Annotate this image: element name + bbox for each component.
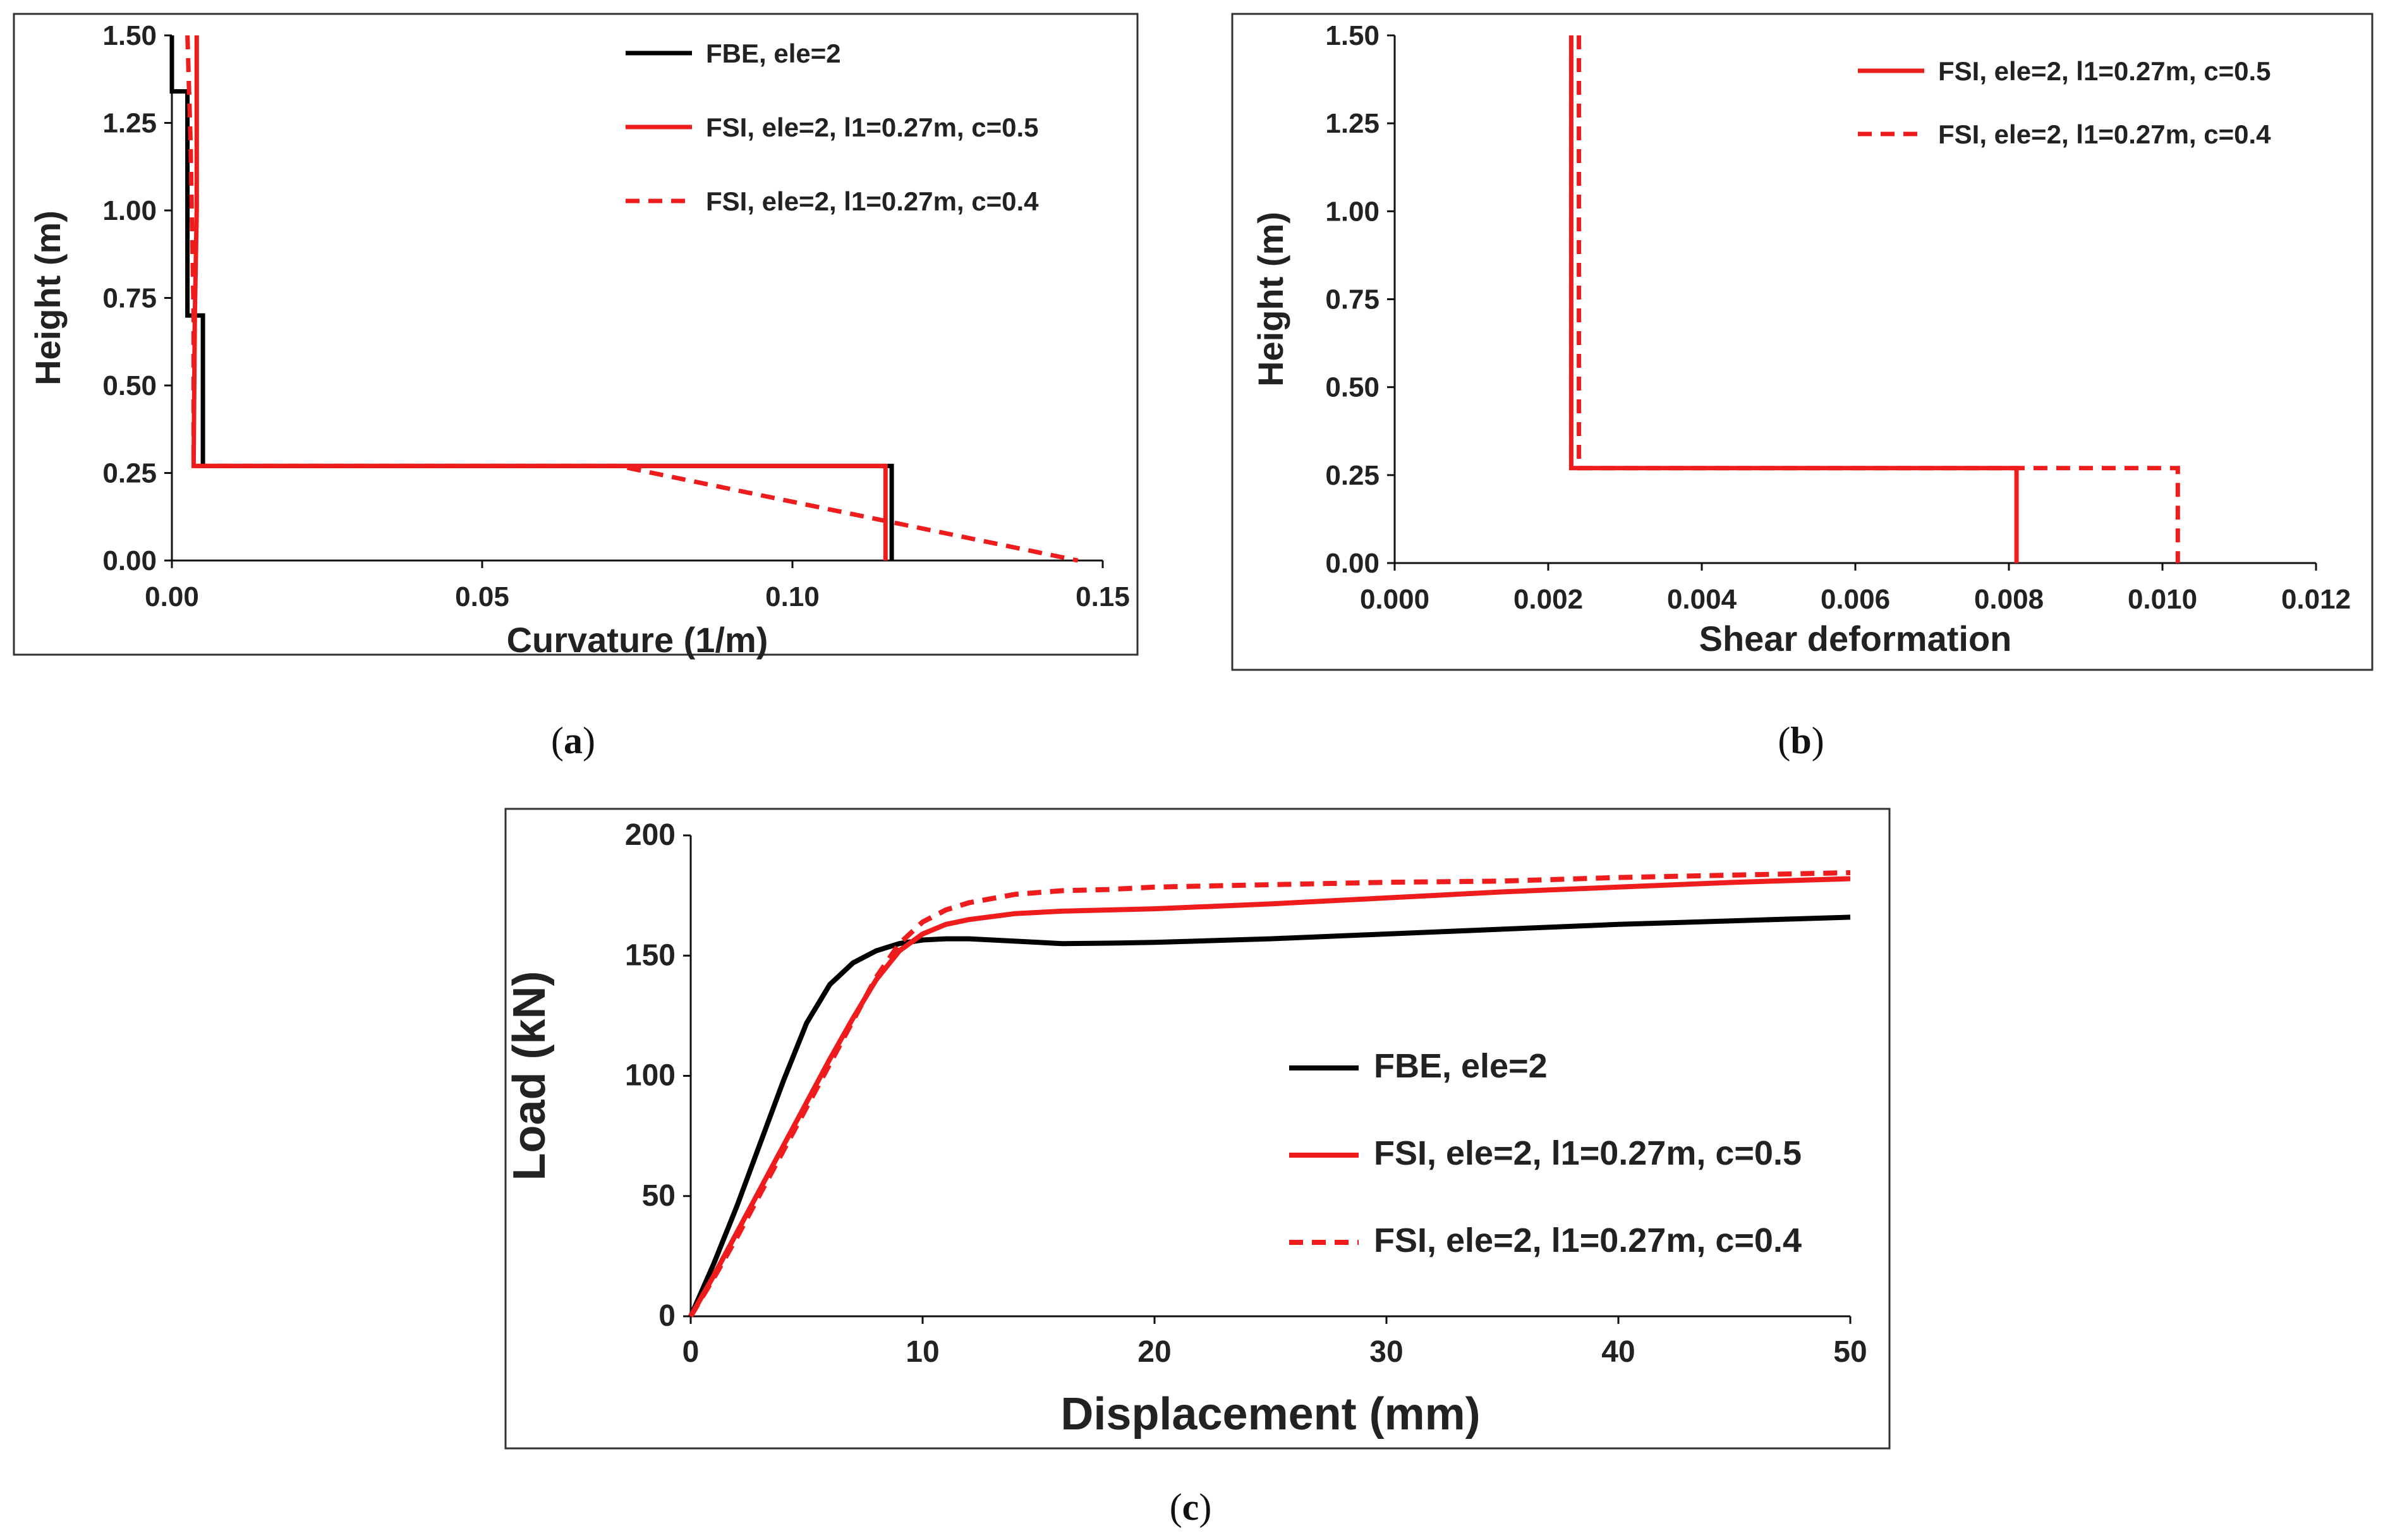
- x-tick-label: 0.15: [1076, 581, 1130, 612]
- x-tick-label: 0: [682, 1335, 700, 1369]
- y-tick-label: 1.00: [102, 195, 157, 226]
- y-axis-label: Height (m): [28, 210, 68, 385]
- y-tick-label: 1.00: [1325, 196, 1379, 227]
- y-tick-label: 0.75: [102, 283, 157, 314]
- x-tick-label: 20: [1137, 1335, 1171, 1369]
- x-tick-label: 0.012: [2281, 584, 2351, 615]
- y-tick-label: 0.00: [1325, 548, 1379, 579]
- x-axis-label: Curvature (1/m): [507, 620, 768, 660]
- x-tick-label: 40: [1601, 1335, 1635, 1369]
- x-tick-label: 0.006: [1821, 584, 1890, 615]
- legend-label: FSI, ele=2, l1=0.27m, c=0.5: [1374, 1134, 1802, 1172]
- y-tick-label: 0.25: [102, 458, 157, 489]
- panel-caption: (c): [1170, 1486, 1212, 1528]
- y-tick-label: 0.00: [102, 545, 157, 576]
- legend-label: FBE, ele=2: [706, 39, 841, 68]
- y-tick-label: 1.50: [1325, 20, 1379, 51]
- x-tick-label: 50: [1833, 1335, 1867, 1369]
- series-line-1: [1568, 35, 2019, 563]
- chart-frame: [1231, 13, 2374, 671]
- y-tick-label: 150: [625, 938, 676, 972]
- legend-label: FSI, ele=2, l1=0.27m, c=0.5: [706, 112, 1039, 142]
- chart-b: 0.000 0.002 0.004 0.006 0.008 0.010 0.012 0.00 0…: [1231, 13, 2374, 761]
- x-tick-label: 0.008: [1974, 584, 2044, 615]
- chart-a: 0.00 0.05 0.10 0.15 0.00 0.25 0.50 0.75 1.00 1.25…: [13, 13, 1139, 761]
- x-tick-label: 0.000: [1360, 584, 1429, 615]
- legend-label: FSI, ele=2, l1=0.27m, c=0.4: [706, 186, 1039, 216]
- panel-letter: a: [564, 720, 583, 761]
- panel-caption: (a): [551, 720, 595, 761]
- x-tick-label: 0.010: [2128, 584, 2197, 615]
- series-line-2: [688, 876, 1851, 1318]
- x-tick-label: 30: [1369, 1335, 1403, 1369]
- legend-label: FSI, ele=2, l1=0.27m, c=0.5: [1938, 56, 2271, 86]
- y-axis-label: Height (m): [1251, 212, 1290, 387]
- y-tick-label: 0.25: [1325, 460, 1379, 491]
- legend-label: FBE, ele=2: [1374, 1047, 1548, 1085]
- series-line-2: [191, 35, 888, 561]
- x-tick-label: 0.004: [1667, 584, 1737, 615]
- y-tick-label: 0.50: [1325, 372, 1379, 403]
- x-axis-label: Displacement (mm): [1060, 1389, 1480, 1440]
- series-line-3: [185, 35, 1079, 563]
- y-tick-label: 0: [658, 1299, 676, 1333]
- legend-label: FSI, ele=2, l1=0.27m, c=0.4: [1938, 119, 2271, 149]
- chart-frame: [13, 13, 1139, 656]
- y-axis-label: Load (kN): [504, 971, 555, 1181]
- series-line-1: [688, 914, 1851, 1318]
- panel-caption: (b): [1778, 720, 1824, 761]
- y-tick-label: 50: [642, 1179, 676, 1213]
- y-tick-label: 1.25: [102, 108, 157, 139]
- x-tick-label: 0.05: [455, 581, 509, 612]
- x-tick-label: 10: [906, 1335, 939, 1369]
- y-tick-label: 1.25: [1325, 108, 1379, 139]
- y-tick-label: 1.50: [102, 20, 157, 51]
- y-tick-label: 0.50: [102, 370, 157, 401]
- series-line-2: [1577, 35, 2180, 563]
- y-tick-label: 0.75: [1325, 284, 1379, 315]
- x-axis-label: Shear deformation: [1699, 619, 2012, 658]
- chart-c: 0 10 20 30 40 50 0 50 100 150 200 Displacement (mm)…: [504, 808, 1891, 1528]
- y-tick-label: 200: [625, 818, 676, 852]
- panel-letter: c: [1182, 1486, 1199, 1528]
- series-line-3: [688, 870, 1851, 1318]
- panel-letter: b: [1790, 720, 1811, 761]
- chart-frame: [504, 808, 1891, 1450]
- x-tick-label: 0.00: [145, 581, 199, 612]
- legend-label: FSI, ele=2, l1=0.27m, c=0.4: [1374, 1222, 1802, 1259]
- y-tick-label: 100: [625, 1059, 676, 1093]
- x-tick-label: 0.002: [1513, 584, 1583, 615]
- x-tick-label: 0.10: [765, 581, 820, 612]
